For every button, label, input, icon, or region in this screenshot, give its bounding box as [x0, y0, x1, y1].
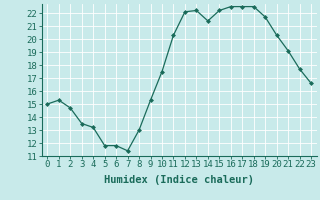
X-axis label: Humidex (Indice chaleur): Humidex (Indice chaleur): [104, 175, 254, 185]
